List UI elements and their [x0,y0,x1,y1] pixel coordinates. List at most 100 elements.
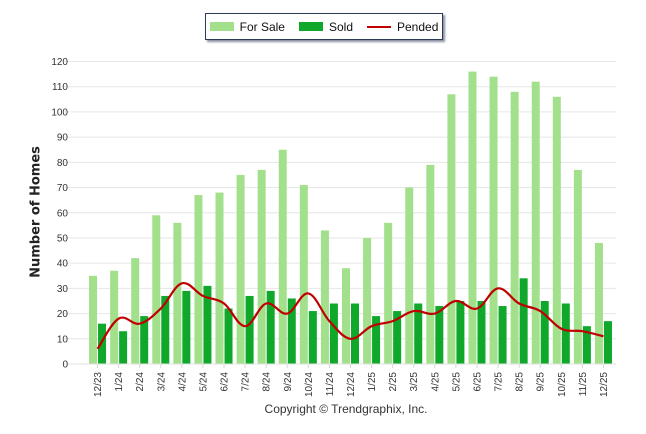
bar-for-sale [173,222,182,364]
bar-sold [540,300,549,364]
y-tick-label: 0 [62,360,68,371]
bar-for-sale [299,185,308,364]
x-tick-label: 7/25 [494,372,505,392]
bar-sold [435,306,444,364]
bar-for-sale [363,237,372,364]
bar-for-sale [131,258,140,364]
bar-for-sale [447,94,456,364]
x-tick-label: 9/24 [283,372,294,392]
bar-sold [203,285,212,364]
x-tick-label: 9/25 [536,372,547,392]
x-tick-label: 5/25 [451,372,462,392]
pended-line-swatch-icon [367,25,391,28]
sold-swatch-icon [298,22,323,31]
x-tick-label: 3/25 [409,372,420,392]
bar-for-sale [257,169,266,364]
bar-sold [477,300,486,364]
x-axis-ticks: 12/23 1/24 2/24 3/24 4/24 5/24 6/24 7/24 8/24 9/2… [77,363,616,397]
bar-sold [161,295,170,364]
y-tick-label: 30 [57,284,69,295]
bar-for-sale [236,174,245,364]
legend-label-pended: Pended [397,19,439,34]
bar-for-sale [594,243,603,364]
x-tick-label: 10/25 [557,372,568,397]
x-tick-label: 1/25 [367,372,378,392]
bar-for-sale [573,169,582,364]
x-tick-label: 11/25 [578,372,589,397]
copyright-text: Copyright © Trendgraphix, Inc. [264,402,428,416]
bar-for-sale [342,268,350,364]
bar-for-sale [510,91,519,364]
bar-sold [519,278,528,364]
y-axis-ticks: 0 10 20 30 40 50 60 70 80 90 100 110 120 [51,57,68,371]
x-tick-label: 8/25 [515,372,526,392]
bar-sold [456,300,465,364]
y-tick-label: 70 [57,183,69,194]
bar-sold [351,303,359,364]
x-tick-label: 8/24 [262,372,273,392]
bar-for-sale [384,222,393,364]
bar-sold [182,290,191,364]
y-tick-label: 90 [57,133,69,144]
bar-sold [393,311,402,364]
bar-sold [224,308,233,364]
bar-sold [266,290,275,364]
bar-for-sale [215,192,224,364]
bar-for-sale [152,215,161,364]
bar-for-sale [426,164,435,364]
bar-sold [98,323,107,364]
bar-sold [245,295,254,364]
legend-label-sold: Sold [328,19,353,34]
bar-sold [372,316,381,364]
bar-for-sale [405,187,414,364]
bar-for-sale [468,71,477,364]
legend-item-pended[interactable]: Pended [367,20,438,34]
bar-sold [414,303,423,364]
bar-sold [603,321,612,364]
legend: For Sale Sold Pended [205,13,443,40]
x-tick-label: 11/24 [325,372,336,397]
y-tick-label: 60 [57,208,69,219]
x-tick-label: 10/24 [304,372,315,397]
x-tick-label: 6/25 [472,372,483,392]
bar-for-sale [552,96,561,365]
bar-sold [308,311,317,364]
x-tick-label: 1/24 [114,372,125,392]
bar-sold [140,316,149,364]
bar-for-sale [531,81,540,365]
y-tick-label: 80 [57,158,69,169]
y-axis-title: Number of Homes [28,146,44,278]
x-tick-label: 4/24 [177,372,188,392]
x-tick-label: 12/24 [346,372,357,397]
legend-item-for-sale[interactable]: For Sale [209,20,285,34]
bar-for-sale [489,76,498,364]
y-tick-label: 20 [57,309,69,320]
bar-for-sale [320,230,329,364]
for-sale-swatch-icon [209,22,234,31]
y-tick-label: 120 [51,57,68,68]
pended-line-layer [96,281,604,350]
y-tick-label: 110 [52,82,68,93]
bars [89,71,612,365]
x-tick-label: 2/24 [135,372,146,392]
x-tick-label: 2/25 [388,372,399,392]
bar-for-sale [278,149,287,364]
bar-sold [498,306,507,364]
y-tick-label: 10 [57,334,69,345]
x-tick-label: 5/24 [198,372,209,392]
y-tick-label: 100 [51,107,68,118]
x-tick-label: 12/23 [93,372,104,397]
x-tick-label: 12/25 [599,372,610,397]
bar-for-sale [89,275,98,364]
y-tick-label: 50 [57,233,69,244]
bar-sold [329,303,338,364]
bar-sold [582,326,591,364]
bar-sold [119,331,128,364]
x-tick-label: 3/24 [156,372,167,392]
bar-sold [287,298,296,364]
bar-sold [561,303,570,364]
legend-item-sold[interactable]: Sold [298,19,353,34]
bar-for-sale [110,270,119,364]
x-tick-label: 4/25 [430,372,441,392]
